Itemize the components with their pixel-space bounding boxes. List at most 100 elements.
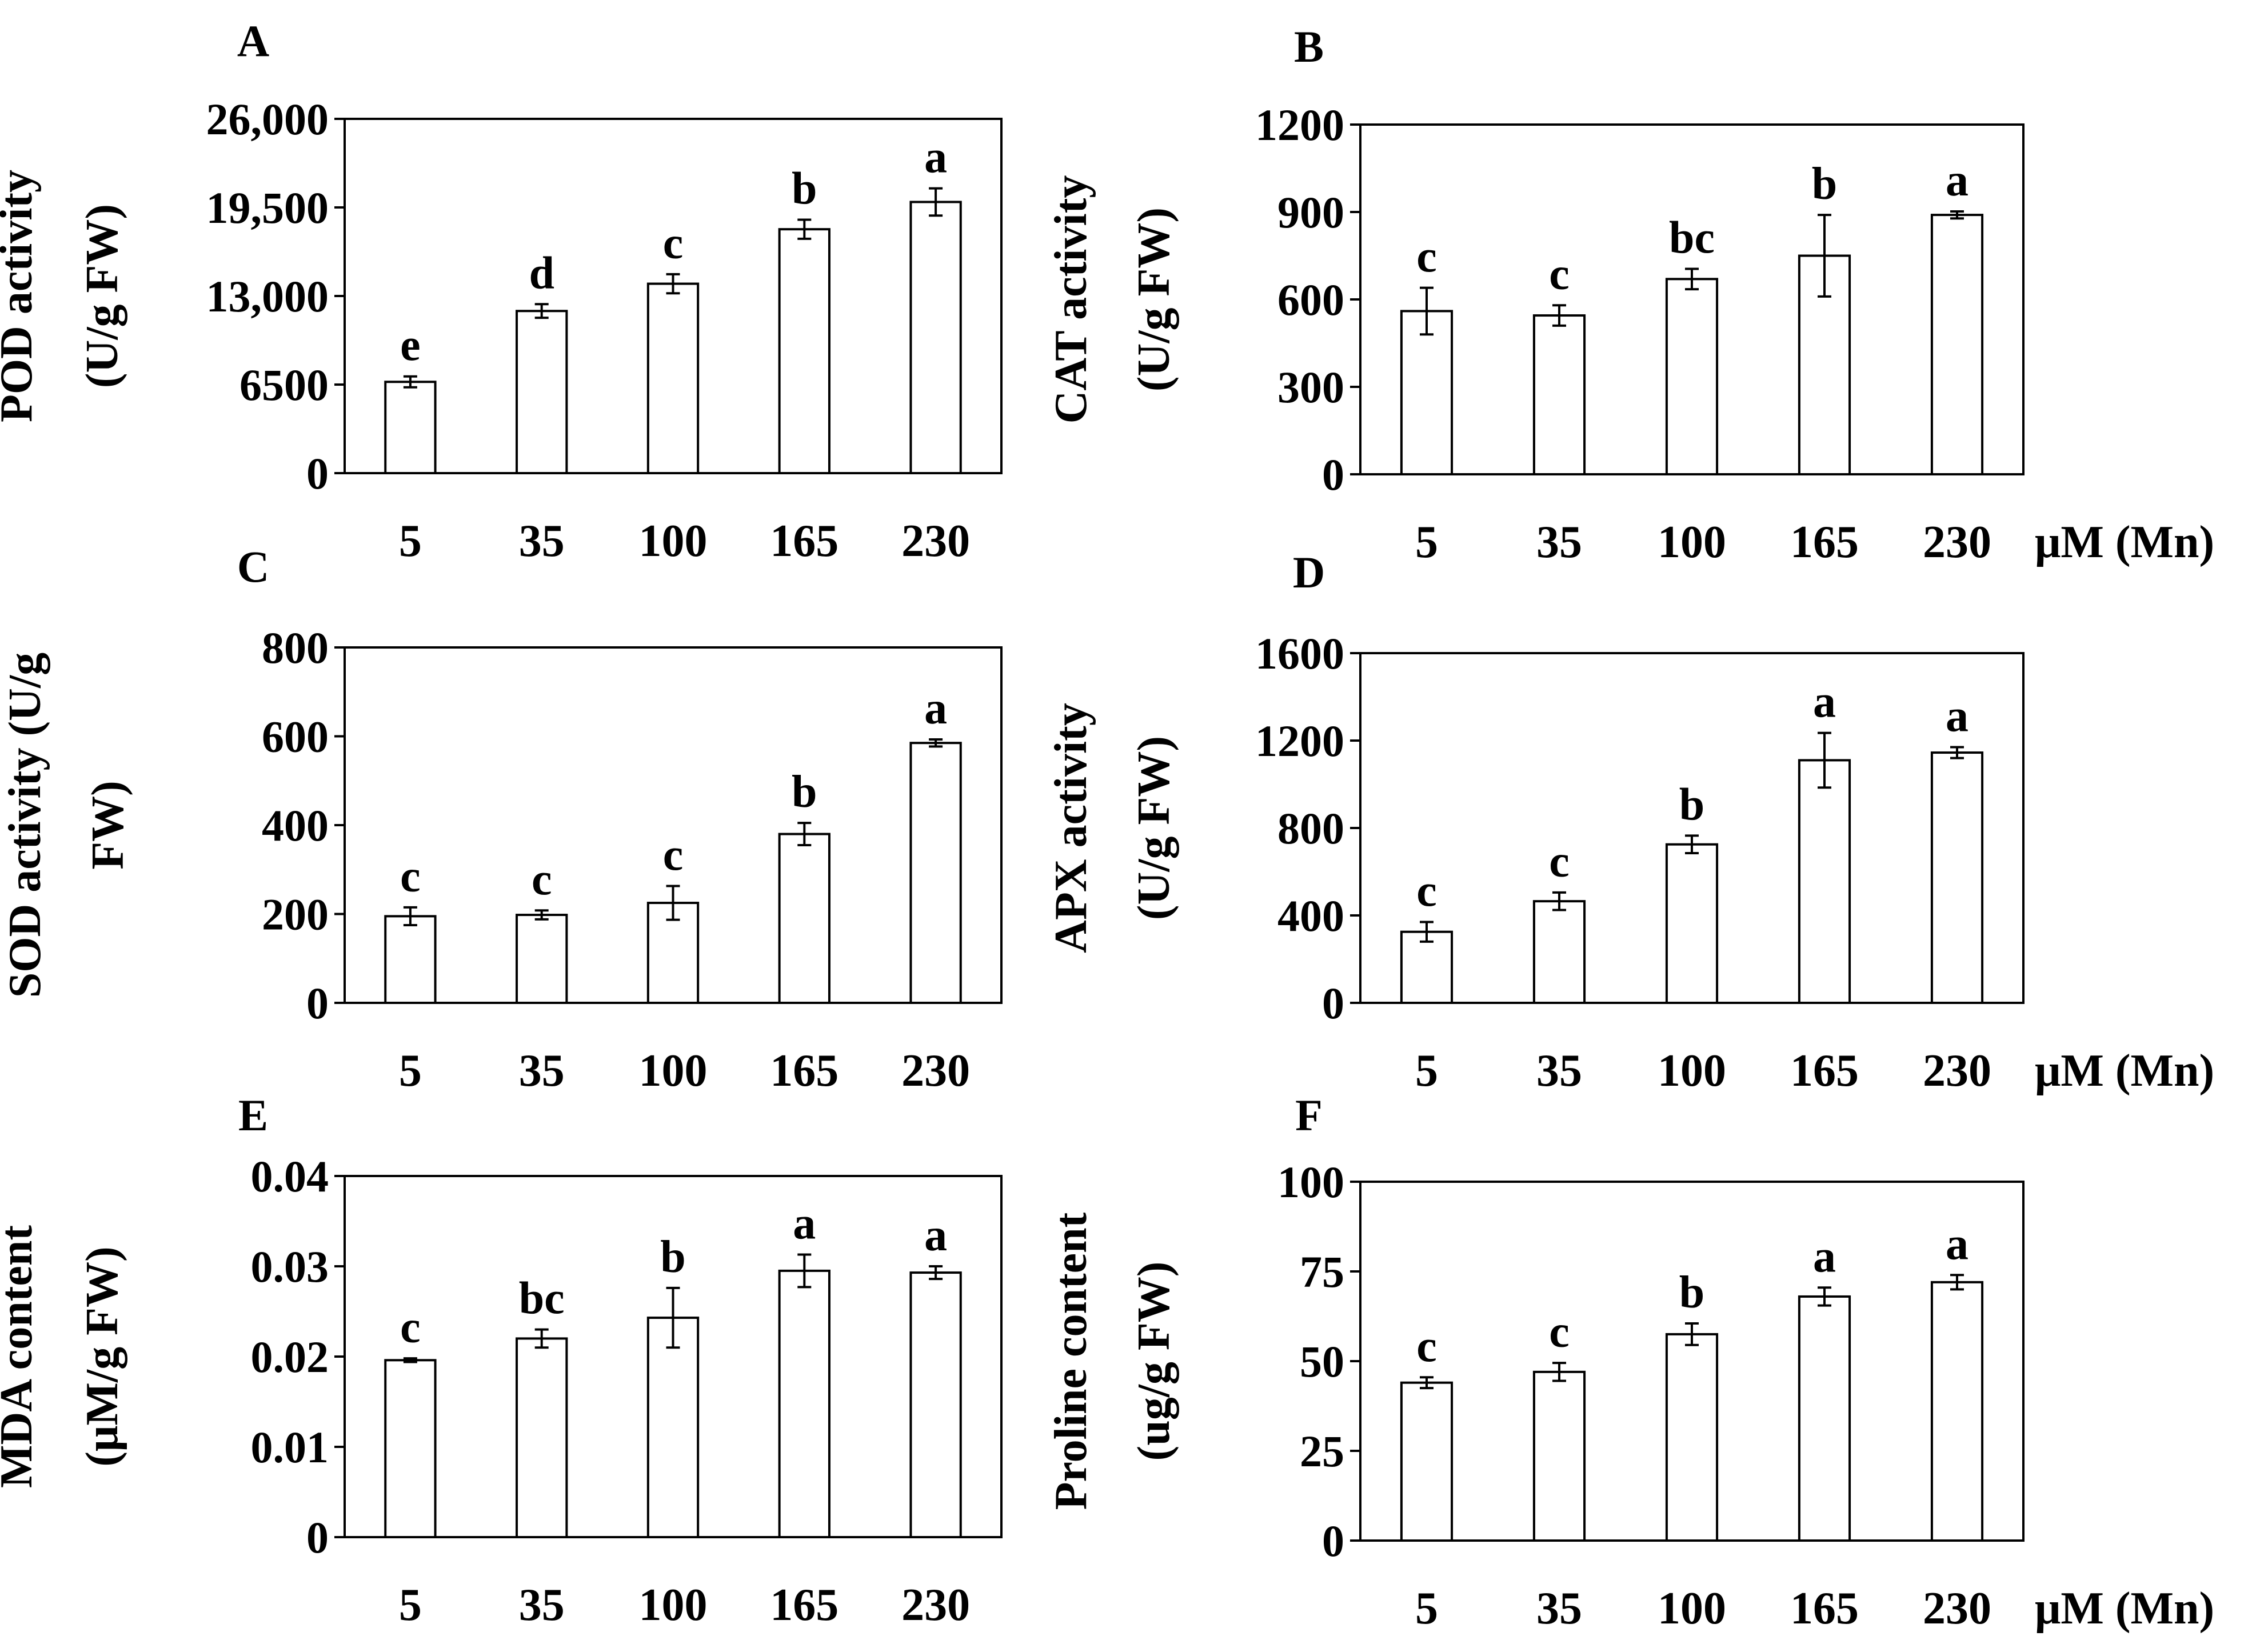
bar-5 bbox=[384, 381, 437, 474]
panel-label: D bbox=[1293, 547, 1325, 597]
y-tick-label: 900 bbox=[1277, 187, 1344, 237]
significance-letter: e bbox=[400, 321, 421, 371]
y-axis-label: (U/g FW) bbox=[1129, 207, 1179, 391]
y-axis-label: APX activity bbox=[1046, 703, 1096, 953]
significance-letter: c bbox=[400, 851, 421, 902]
x-tick-label: 165 bbox=[1790, 1583, 1859, 1634]
panel-f: F 0 25 50 75 100 Proline content (ug/g FW) c 5 c 35… bbox=[1046, 1090, 2214, 1634]
panel-b: B 0 300 600 900 1200 CAT activity (U/g FW) c 5 c 35… bbox=[1046, 22, 2214, 567]
y-tick-label: 600 bbox=[262, 712, 329, 762]
y-axis-label: MDA content bbox=[0, 1225, 42, 1488]
significance-letter: c bbox=[1416, 1321, 1437, 1371]
y-axis-label: POD activity bbox=[0, 170, 42, 422]
y-tick-label: 50 bbox=[1300, 1337, 1344, 1386]
significance-letter: c bbox=[1549, 249, 1570, 299]
significance-letter: bc bbox=[519, 1274, 565, 1324]
y-axis-label: (ug/g FW) bbox=[1129, 1262, 1179, 1461]
bar-230 bbox=[1930, 1281, 1984, 1542]
x-tick-label: 35 bbox=[519, 516, 565, 566]
bar-5 bbox=[384, 1359, 437, 1539]
panel-e: E 0 0.01 0.02 0.03 0.04 MDA content (μM/g FW) c 5… bbox=[0, 1090, 1003, 1630]
significance-letter: c bbox=[1416, 866, 1437, 916]
x-tick-label: 165 bbox=[770, 1046, 838, 1096]
bar-230 bbox=[1930, 751, 1984, 1004]
bar-35 bbox=[516, 310, 568, 474]
significance-letter: a bbox=[924, 1210, 947, 1261]
y-tick-label: 0 bbox=[306, 978, 329, 1028]
significance-letter: b bbox=[1679, 779, 1705, 830]
x-tick-label: 230 bbox=[1923, 1583, 1991, 1634]
y-tick-label: 0 bbox=[1322, 978, 1344, 1028]
x-unit-label: μM (Mn) bbox=[2035, 1046, 2214, 1096]
y-tick-label: 100 bbox=[1277, 1157, 1344, 1207]
x-tick-label: 100 bbox=[639, 1580, 708, 1630]
y-tick-label: 400 bbox=[1277, 891, 1344, 941]
bar-230 bbox=[1930, 214, 1984, 475]
panel-label: F bbox=[1295, 1090, 1323, 1140]
significance-letter: c bbox=[532, 854, 552, 905]
bar-5 bbox=[1400, 310, 1454, 476]
x-tick-label: 165 bbox=[770, 516, 838, 566]
panel-label: E bbox=[238, 1090, 268, 1140]
x-tick-label: 35 bbox=[1536, 1583, 1582, 1634]
y-axis-label: (U/g FW) bbox=[1129, 736, 1179, 920]
panel-a: A 0 6500 13,000 19,500 26,000 POD activity (U/g… bbox=[0, 16, 1003, 566]
significance-letter: b bbox=[792, 163, 817, 214]
x-tick-label: 230 bbox=[1923, 517, 1991, 567]
panel-label: B bbox=[1294, 22, 1324, 71]
significance-letter: c bbox=[1549, 837, 1570, 887]
y-tick-label: 25 bbox=[1300, 1426, 1344, 1476]
x-tick-label: 230 bbox=[901, 1580, 970, 1630]
y-tick-label: 0.04 bbox=[251, 1151, 329, 1201]
y-tick-label: 0 bbox=[1322, 1516, 1344, 1566]
x-tick-label: 5 bbox=[1415, 1046, 1438, 1096]
significance-letter: a bbox=[1813, 1231, 1836, 1282]
significance-letter: d bbox=[529, 248, 554, 298]
x-tick-label: 100 bbox=[639, 516, 708, 566]
bar-100 bbox=[1665, 843, 1719, 1004]
y-tick-label: 13,000 bbox=[206, 271, 329, 321]
y-tick-label: 200 bbox=[262, 890, 329, 939]
x-tick-label: 230 bbox=[1923, 1046, 1991, 1096]
y-tick-label: 800 bbox=[262, 623, 329, 673]
panel-d: D 0 400 800 1200 1600 APX activity (U/g FW) c 5 c 3… bbox=[1046, 547, 2214, 1096]
bar-230 bbox=[909, 742, 962, 1004]
bar-230 bbox=[909, 1271, 962, 1539]
significance-letter: b bbox=[1679, 1267, 1705, 1318]
y-tick-label: 0.01 bbox=[251, 1422, 329, 1472]
significance-letter: c bbox=[663, 830, 684, 881]
y-tick-label: 0.02 bbox=[251, 1332, 329, 1382]
y-axis-label: FW) bbox=[83, 781, 133, 870]
significance-letter: a bbox=[924, 683, 947, 734]
y-tick-label: 1200 bbox=[1255, 716, 1344, 766]
significance-letter: a bbox=[1946, 155, 1968, 206]
x-tick-label: 35 bbox=[519, 1046, 565, 1096]
bar-165 bbox=[778, 833, 830, 1005]
y-axis-label: CAT activity bbox=[1046, 175, 1096, 424]
panel-label: C bbox=[237, 542, 269, 591]
y-tick-label: 26,000 bbox=[206, 94, 329, 144]
significance-letter: bc bbox=[1669, 213, 1715, 263]
x-tick-label: 230 bbox=[901, 516, 970, 566]
bar-100 bbox=[1665, 278, 1719, 475]
x-tick-label: 5 bbox=[1415, 1583, 1438, 1634]
significance-letter: a bbox=[1813, 677, 1836, 727]
bar-5 bbox=[1400, 930, 1454, 1004]
bar-165 bbox=[778, 1269, 830, 1538]
significance-letter: b bbox=[1812, 159, 1838, 209]
y-tick-label: 300 bbox=[1277, 362, 1344, 412]
panel-label: A bbox=[237, 16, 269, 66]
x-tick-label: 35 bbox=[519, 1580, 565, 1630]
y-tick-label: 6500 bbox=[239, 360, 329, 410]
x-tick-label: 100 bbox=[1658, 1046, 1726, 1096]
bar-35 bbox=[1532, 314, 1586, 475]
y-tick-label: 0 bbox=[306, 1513, 329, 1562]
bar-165 bbox=[1798, 759, 1851, 1005]
bar-35 bbox=[1532, 900, 1586, 1004]
significance-letter: a bbox=[924, 133, 947, 183]
bar-35 bbox=[516, 1337, 568, 1538]
bar-5 bbox=[1400, 1381, 1454, 1542]
y-axis-label: SOD activity (U/g bbox=[0, 653, 50, 998]
bar-100 bbox=[646, 282, 700, 474]
y-tick-label: 0 bbox=[306, 449, 329, 498]
